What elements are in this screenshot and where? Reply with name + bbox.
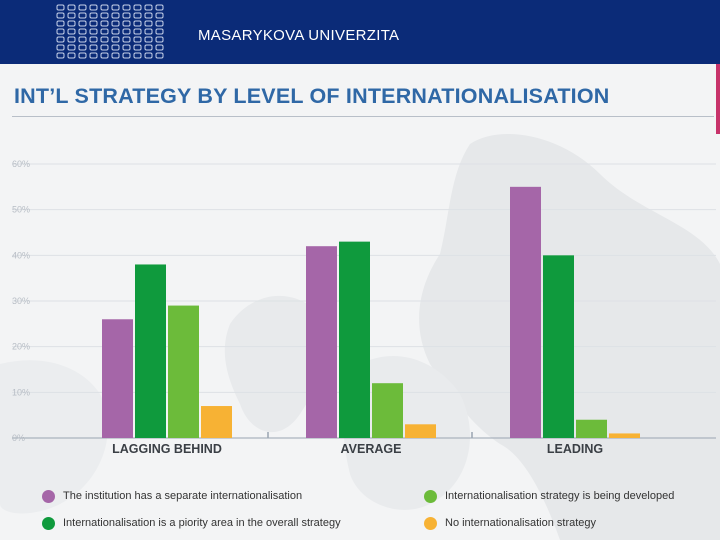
y-tick-label: 40% bbox=[12, 250, 30, 260]
bar bbox=[339, 241, 370, 438]
y-tick-label: 10% bbox=[12, 387, 30, 397]
bar bbox=[135, 264, 166, 438]
university-logo-icon bbox=[56, 4, 164, 59]
category-label: AVERAGE bbox=[341, 442, 402, 456]
category-label: LEADING bbox=[547, 442, 603, 456]
university-name: MASARYKOVA UNIVERZITA bbox=[198, 27, 400, 44]
bar bbox=[510, 186, 541, 438]
slide-content: INT’L STRATEGY BY LEVEL OF INTERNATIONAL… bbox=[0, 64, 720, 540]
bar bbox=[576, 419, 607, 438]
y-tick-label: 30% bbox=[12, 296, 30, 306]
bar bbox=[609, 433, 640, 438]
edge-accent bbox=[716, 64, 720, 134]
header-bar: MASARYKOVA UNIVERZITA bbox=[0, 0, 720, 64]
y-tick-label: 60% bbox=[12, 159, 30, 169]
category-label: LAGGING BEHIND bbox=[112, 442, 222, 456]
bar bbox=[405, 424, 436, 438]
bar bbox=[543, 255, 574, 438]
y-tick-label: 50% bbox=[12, 205, 30, 215]
bar bbox=[306, 246, 337, 438]
bar bbox=[102, 319, 133, 438]
bar bbox=[372, 383, 403, 438]
chart-title: INT’L STRATEGY BY LEVEL OF INTERNATIONAL… bbox=[14, 84, 610, 108]
bar bbox=[201, 406, 232, 438]
bar bbox=[168, 305, 199, 438]
y-tick-label: 20% bbox=[12, 342, 30, 352]
title-divider bbox=[12, 116, 714, 117]
y-tick-label: 0% bbox=[12, 433, 25, 443]
bar-chart: 0% 10% 20% 30% 40% 50% 60% LAGGING BEHIND AVERAG… bbox=[12, 159, 716, 456]
